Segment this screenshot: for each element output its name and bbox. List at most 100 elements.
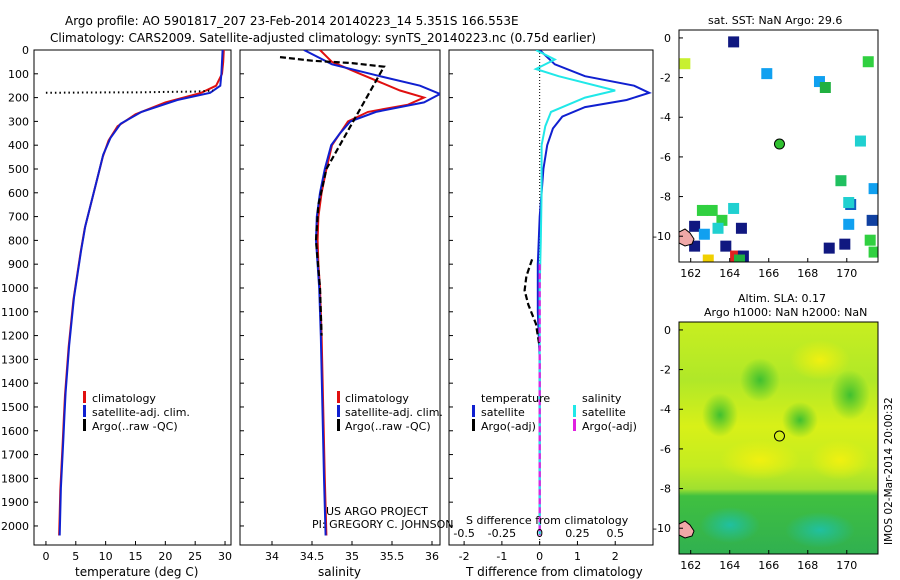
imos-timestamp-label: IMOS 02-Mar-2014 20:00:32	[883, 397, 895, 545]
x-tick-label: -2	[459, 550, 470, 563]
map-x-tick-label: 162	[680, 267, 701, 280]
salinity-series	[279, 50, 440, 536]
depth-tick-label: 2000	[1, 520, 29, 533]
depth-tick-label: 1200	[1, 330, 29, 343]
sst-cell	[728, 36, 740, 48]
temperature-plot-frame	[33, 49, 232, 546]
map-x-tick-label: 168	[797, 267, 818, 280]
sla-map-axes: 162 164 166 168 170 0 -2 -4 -6 -8 -10	[653, 324, 857, 572]
sst-cell	[819, 82, 831, 94]
depth-tick-label: 600	[8, 187, 29, 200]
depth-tick-label: 1700	[1, 449, 29, 462]
temperature-panel: 0100200300400500600700800900100011001200…	[1, 44, 232, 579]
sst-cell	[689, 220, 701, 232]
legend-swatch-argo	[337, 419, 340, 431]
legend-swatch-temp-argo	[472, 419, 475, 431]
sst-cell	[761, 68, 773, 80]
depth-axis: 0 100 200 300 400 500 600 700 800 900 1000 1100 1200…	[1, 44, 38, 533]
coastline-shape	[679, 228, 695, 247]
x-tick-label: -1	[496, 550, 507, 563]
legend-swatch-sal-satellite	[573, 405, 576, 417]
x-tick-label: 10	[99, 550, 113, 563]
sla-map-panel: Altim. SLA: 0.17 Argo h1000: NaN h2000: …	[653, 292, 895, 572]
top-tick-label: 0.5	[606, 527, 624, 540]
sla-deep-anomaly	[700, 507, 760, 543]
sst-cell	[720, 240, 732, 252]
temperature-legend: climatology satellite-adj. clim. Argo(..…	[83, 391, 190, 433]
depth-tick-label: 1600	[1, 425, 29, 438]
figure-title-line1: Argo profile: AO 5901817_207 23-Feb-2014…	[65, 14, 519, 28]
top-tick-label: 0.25	[565, 527, 590, 540]
map-x-tick-label: 164	[719, 559, 740, 572]
salinity-x-label: salinity	[318, 565, 361, 579]
series-line-salinity-satellite	[533, 50, 616, 536]
sst-cell	[728, 202, 740, 214]
sst-cell	[854, 135, 866, 147]
difference-x-axis: -2 -1 0 1 2	[459, 541, 619, 563]
sst-coastline	[679, 228, 695, 247]
sla-deep-anomaly	[785, 512, 855, 548]
depth-tick-label: 1300	[1, 353, 29, 366]
map-y-tick-label: -2	[660, 72, 671, 85]
map-x-tick-label: 166	[758, 559, 779, 572]
sla-low-anomaly	[702, 393, 738, 437]
legend-label-temp-satellite: satellite	[481, 406, 525, 419]
legend-swatch-temp-satellite	[472, 405, 475, 417]
top-tick-label: -0.5	[453, 527, 474, 540]
sla-profile-location-marker	[773, 430, 785, 442]
pi-label: PI: GREGORY C. JOHNSON	[312, 518, 453, 531]
sst-cell	[813, 76, 825, 88]
depth-tick-label: 1400	[1, 377, 29, 390]
temperature-x-label: temperature (deg C)	[75, 565, 198, 579]
sst-cell	[864, 234, 876, 246]
difference-top-ticks: -0.5 -0.25 0 0.25 0.5	[453, 527, 624, 540]
map-y-tick-label: -10	[653, 522, 671, 535]
salinity-depth-ticks	[240, 49, 244, 527]
depth-tick-label: 200	[8, 92, 29, 105]
sst-cell	[862, 56, 874, 68]
sst-cell	[698, 228, 710, 240]
x-tick-label: 34.5	[300, 550, 325, 563]
legend-title-temperature: temperature	[481, 392, 550, 405]
sst-map-cells	[679, 36, 878, 262]
sst-cell	[835, 175, 847, 187]
map-y-tick-label: -6	[660, 151, 671, 164]
legend-label-climatology: climatology	[92, 392, 156, 405]
sla-map-frame	[678, 321, 879, 555]
map-x-tick-label: 168	[797, 559, 818, 572]
top-tick-label: -0.25	[488, 527, 516, 540]
depth-tick-label: 300	[8, 115, 29, 128]
top-tick-label: 0	[536, 527, 543, 540]
depth-tick-label: 0	[22, 44, 29, 57]
sla-high-anomaly	[810, 440, 870, 480]
difference-panel: -2 -1 0 1 2 S difference from climatology -0…	[448, 49, 654, 579]
sst-cell	[868, 183, 878, 195]
difference-legend: temperature salinity satellite Argo(-adj…	[472, 392, 637, 433]
x-tick-label: 36	[425, 550, 439, 563]
sst-cell	[733, 254, 745, 262]
legend-label-argo: Argo(..raw -QC)	[345, 420, 431, 433]
depth-tick-label: 700	[8, 211, 29, 224]
series-line-argo-raw-qc-	[45, 89, 214, 94]
x-tick-label: 20	[158, 550, 172, 563]
legend-swatch-sal-argo	[573, 419, 576, 431]
sst-cell	[823, 242, 835, 254]
depth-tick-label: 500	[8, 163, 29, 176]
sst-cell	[868, 246, 878, 258]
sla-map-title-line1: Altim. SLA: 0.17	[738, 292, 826, 305]
x-tick-label: 0	[42, 550, 49, 563]
series-line-temperature-satellite	[536, 50, 652, 536]
difference-top-axis-label: S difference from climatology	[466, 514, 629, 527]
legend-label-sal-argo: Argo(-adj)	[582, 420, 637, 433]
sst-cell	[679, 58, 691, 70]
sst-map-axes: 162 164 166 168 170 0 -2 -4 -6 -8 -10	[653, 32, 857, 280]
x-tick-label: 35.5	[380, 550, 405, 563]
legend-swatch-argo	[83, 419, 86, 431]
map-y-tick-label: 0	[664, 324, 671, 337]
sla-high-anomaly	[790, 340, 850, 380]
depth-tick-label: 1100	[1, 306, 29, 319]
map-y-tick-label: -6	[660, 443, 671, 456]
temperature-x-axis: 0 5 10 15 20 25 30	[42, 541, 232, 563]
map-x-tick-label: 166	[758, 267, 779, 280]
